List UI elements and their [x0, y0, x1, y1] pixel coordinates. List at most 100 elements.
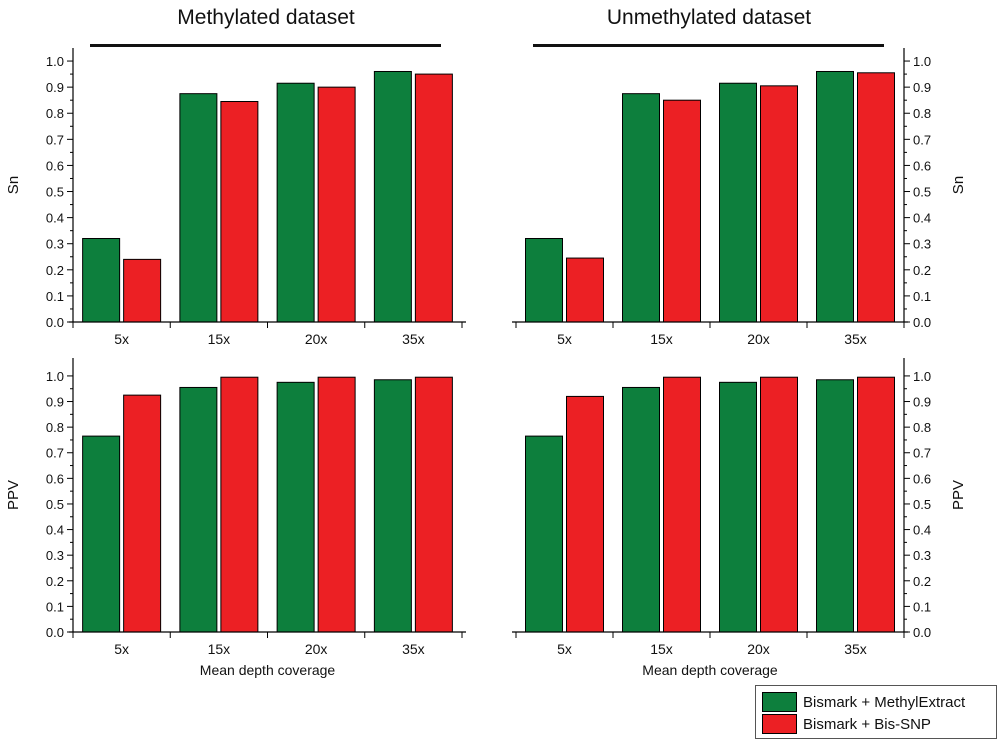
bar-bis-snp-15x: [220, 100, 259, 323]
bar-bis-snp-15x: [663, 99, 701, 323]
y-tick-label: 0.1: [913, 599, 931, 614]
y-tick-label: 0.2: [913, 263, 931, 278]
legend: Bismark + MethylExtract Bismark + Bis-SN…: [755, 685, 997, 739]
y-tick-label: 0.6: [913, 158, 931, 173]
y-tick-label: 0.7: [46, 132, 64, 147]
bar-bis-snp-5x: [123, 258, 162, 323]
bar-methylextract-15x: [622, 386, 660, 633]
legend-item-methylextract: Bismark + MethylExtract: [762, 692, 965, 712]
bar-methylextract-5x: [82, 435, 121, 633]
y-tick-label: 0.9: [46, 395, 64, 410]
bar-bis-snp-15x: [663, 376, 701, 633]
legend-item-bis-snp: Bismark + Bis-SNP: [762, 714, 931, 734]
y-tick-label: 0.3: [913, 237, 931, 252]
x-tick-label: 5x: [114, 641, 129, 657]
chart-panel-3: 0.0 0.1 0.2 0.3 0.4 0.5 0.6 0.7 0.8 0.9 1.0 5x 15x 20…: [5, 358, 466, 678]
y-tick-label: 0.6: [46, 158, 64, 173]
x-tick-label: 35x: [402, 641, 425, 657]
bar-bis-snp-5x: [566, 257, 604, 323]
y-tick-label: 0.2: [913, 574, 931, 589]
y-tick-label: 0.7: [913, 446, 931, 461]
y-tick-label: 0.3: [913, 548, 931, 563]
bar-methylextract-35x: [816, 70, 854, 323]
x-tick-label: 15x: [208, 641, 231, 657]
bar-bis-snp-5x: [123, 394, 162, 633]
y-tick-label: 0.1: [46, 599, 64, 614]
x-tick-label: 20x: [747, 641, 770, 657]
y-tick-label: 0.8: [46, 106, 64, 121]
bar-bis-snp-20x: [317, 86, 356, 323]
x-tick-label: 15x: [650, 641, 673, 657]
bar-bis-snp-20x: [760, 376, 798, 633]
chart-panel-2: 0.0 0.1 0.2 0.3 0.4 0.5 0.6 0.7 0.8 0.9 1.0 5x 15x 20…: [512, 48, 967, 347]
bar-methylextract-5x: [525, 237, 563, 323]
bar-bis-snp-15x: [220, 376, 259, 633]
y-tick-label: 0.0: [913, 625, 931, 640]
legend-label-bis-snp: Bismark + Bis-SNP: [803, 715, 931, 733]
x-tick-label: 5x: [557, 331, 572, 347]
unmethylated-dataset-title: Unmethylated dataset: [606, 6, 812, 29]
y-axis-label: PPV: [5, 480, 22, 510]
y-tick-label: 0.8: [913, 106, 931, 121]
y-tick-label: 0.5: [46, 497, 64, 512]
y-tick-label: 1.0: [46, 369, 64, 384]
y-tick-label: 0.4: [913, 211, 931, 226]
bar-bis-snp-35x: [414, 376, 453, 633]
x-tick-label: 35x: [844, 331, 867, 347]
y-tick-label: 0.0: [46, 625, 64, 640]
y-tick-label: 0.1: [913, 289, 931, 304]
bar-methylextract-35x: [816, 379, 854, 633]
y-tick-label: 0.5: [46, 185, 64, 200]
y-axis-label: Sn: [950, 176, 967, 194]
y-tick-label: 0.9: [913, 395, 931, 410]
x-tick-label: 35x: [402, 331, 425, 347]
bar-methylextract-20x: [276, 82, 315, 323]
y-tick-label: 0.3: [46, 237, 64, 252]
y-tick-label: 0.7: [913, 132, 931, 147]
x-tick-label: 20x: [305, 641, 328, 657]
methylated-dataset-title: Methylated dataset: [177, 6, 355, 29]
y-tick-label: 1.0: [46, 54, 64, 69]
y-tick-label: 0.2: [46, 263, 64, 278]
bar-methylextract-15x: [179, 93, 218, 323]
bar-bis-snp-20x: [317, 376, 356, 633]
x-tick-label: 20x: [747, 331, 770, 347]
y-tick-label: 0.4: [913, 523, 931, 538]
bar-methylextract-20x: [719, 82, 757, 323]
y-tick-label: 0.5: [913, 185, 931, 200]
y-tick-label: 0.6: [913, 471, 931, 486]
y-tick-label: 1.0: [913, 369, 931, 384]
y-tick-label: 0.4: [46, 523, 64, 538]
x-tick-label: 5x: [114, 331, 129, 347]
x-axis-label: Mean depth coverage: [642, 662, 778, 678]
y-tick-label: 0.6: [46, 471, 64, 486]
bar-methylextract-5x: [525, 435, 563, 633]
y-tick-label: 0.5: [913, 497, 931, 512]
bar-methylextract-20x: [719, 381, 757, 633]
x-tick-label: 20x: [305, 331, 328, 347]
bar-methylextract-15x: [179, 386, 218, 633]
legend-label-methylextract: Bismark + MethylExtract: [803, 693, 966, 711]
bar-methylextract-35x: [373, 379, 412, 633]
legend-swatch-methylextract: [762, 692, 797, 712]
x-tick-label: 35x: [844, 641, 867, 657]
unmethylated-title-rule: [533, 44, 884, 47]
x-tick-label: 15x: [650, 331, 673, 347]
y-tick-label: 0.7: [46, 446, 64, 461]
bar-methylextract-35x: [373, 70, 412, 323]
bar-methylextract-5x: [82, 237, 121, 323]
y-tick-label: 1.0: [913, 54, 931, 69]
methylated-title-rule: [90, 44, 441, 47]
bar-methylextract-20x: [276, 381, 315, 633]
y-tick-label: 0.3: [46, 548, 64, 563]
x-tick-label: 15x: [208, 331, 231, 347]
y-tick-label: 0.0: [46, 315, 64, 330]
y-tick-label: 0.8: [46, 420, 64, 435]
y-tick-label: 0.2: [46, 574, 64, 589]
chart-panel-1: 0.0 0.1 0.2 0.3 0.4 0.5 0.6 0.7 0.8 0.9 1.0 5x 15x 20…: [5, 48, 466, 347]
bar-methylextract-15x: [622, 93, 660, 323]
x-axis-label: Mean depth coverage: [200, 662, 336, 678]
y-tick-label: 0.8: [913, 420, 931, 435]
